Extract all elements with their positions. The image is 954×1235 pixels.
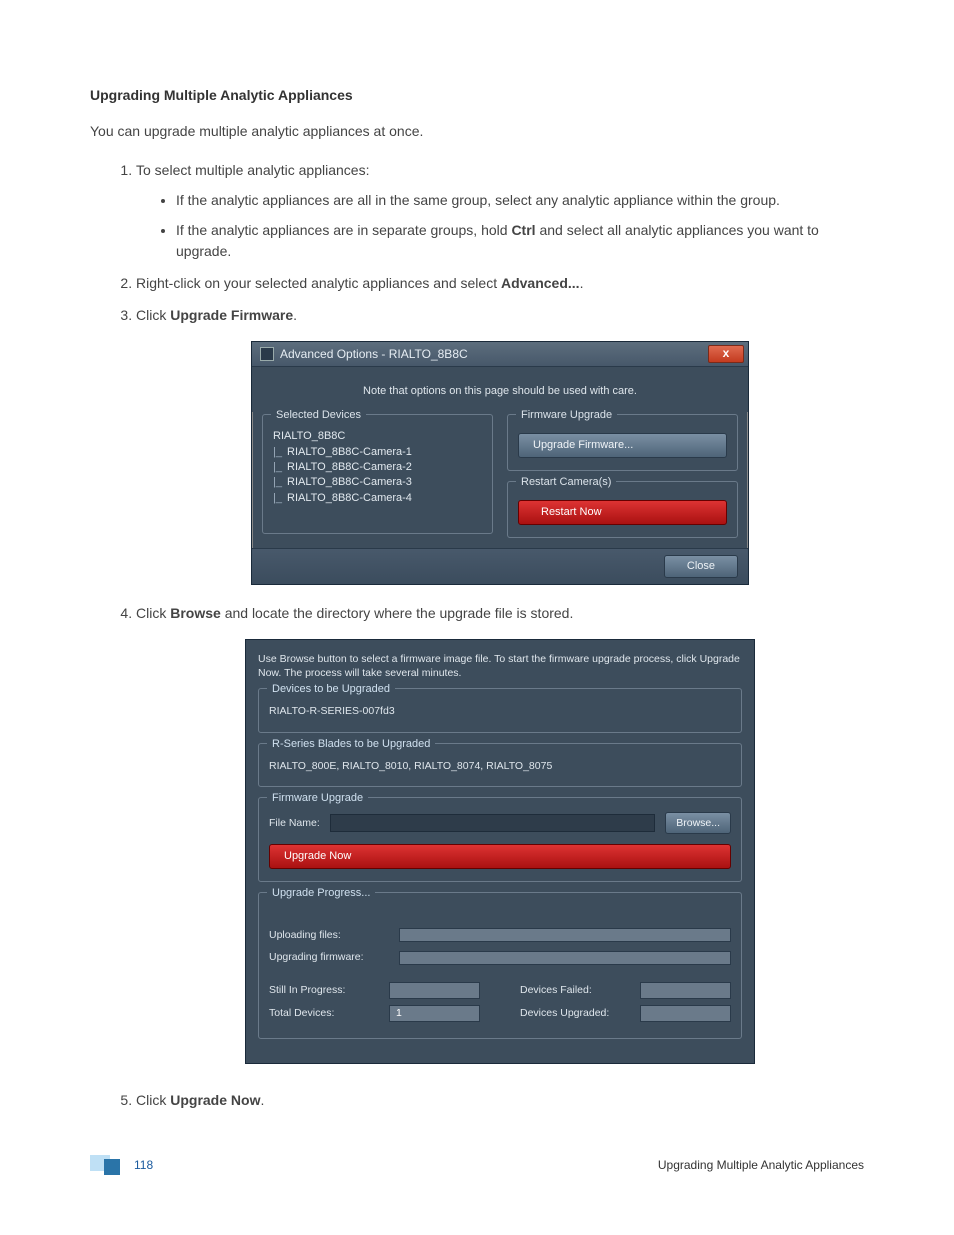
close-button[interactable]: Close	[664, 555, 738, 578]
dialog-titlebar[interactable]: Advanced Options - RIALTO_8B8C x	[252, 342, 748, 368]
browse-button[interactable]: Browse...	[665, 812, 731, 834]
device-child-1[interactable]: RIALTO_8B8C-Camera-1	[273, 445, 482, 460]
step-4-pre: Click	[136, 605, 170, 621]
section-heading: Upgrading Multiple Analytic Appliances	[90, 85, 864, 107]
intro-text: You can upgrade multiple analytic applia…	[90, 121, 864, 143]
page-footer: 118 Upgrading Multiple Analytic Applianc…	[90, 1155, 864, 1175]
upgrade-progress-label: Upgrade Progress...	[267, 885, 375, 902]
device-child-2[interactable]: RIALTO_8B8C-Camera-2	[273, 460, 482, 475]
step-4-bold: Browse	[170, 605, 221, 621]
device-parent[interactable]: RIALTO_8B8C	[273, 429, 482, 444]
uploading-files-label: Uploading files:	[269, 927, 389, 943]
selected-devices-group: Selected Devices RIALTO_8B8C RIALTO_8B8C…	[262, 414, 493, 534]
upgrade-firmware-button[interactable]: Upgrade Firmware...	[518, 433, 727, 458]
step-1b: If the analytic appliances are in separa…	[176, 220, 864, 263]
firmware-upgrade-label: Firmware Upgrade	[516, 407, 617, 424]
step-1-text: To select multiple analytic appliances:	[136, 162, 369, 178]
step-4: Click Browse and locate the directory wh…	[136, 603, 864, 1063]
selected-devices-label: Selected Devices	[271, 407, 366, 424]
file-name-input[interactable]	[330, 814, 655, 832]
step-4-post: and locate the directory where the upgra…	[221, 605, 574, 621]
footer-title: Upgrading Multiple Analytic Appliances	[658, 1156, 864, 1175]
device-child-4[interactable]: RIALTO_8B8C-Camera-4	[273, 491, 482, 506]
blades-to-upgrade-group: R-Series Blades to be Upgraded RIALTO_80…	[258, 743, 742, 787]
total-devices-label: Total Devices:	[269, 1005, 379, 1021]
devices-to-upgrade-label: Devices to be Upgraded	[267, 681, 395, 698]
devices-upgraded-label: Devices Upgraded:	[520, 1005, 630, 1021]
dialog-note: Note that options on this page should be…	[252, 367, 748, 412]
firmware-upgrade-file-label: Firmware Upgrade	[267, 790, 368, 807]
still-in-progress-value	[389, 982, 480, 999]
dialog-title: Advanced Options - RIALTO_8B8C	[280, 345, 468, 364]
step-5-post: .	[260, 1092, 264, 1108]
device-tree[interactable]: RIALTO_8B8C RIALTO_8B8C-Camera-1 RIALTO_…	[273, 429, 482, 506]
blades-to-upgrade-value: RIALTO_800E, RIALTO_8010, RIALTO_8074, R…	[269, 758, 731, 774]
step-2: Right-click on your selected analytic ap…	[136, 273, 864, 295]
advanced-options-dialog: Advanced Options - RIALTO_8B8C x Note th…	[251, 341, 749, 586]
restart-now-button[interactable]: Restart Now	[518, 500, 727, 525]
firmware-upgrade-file-group: Firmware Upgrade File Name: Browse... Up…	[258, 797, 742, 882]
step-1b-pre: If the analytic appliances are in separa…	[176, 222, 511, 238]
devices-upgraded-value	[640, 1005, 731, 1022]
step-3-bold: Upgrade Firmware	[170, 307, 293, 323]
step-list: To select multiple analytic appliances: …	[90, 160, 864, 1111]
step-3: Click Upgrade Firmware. Advanced Options…	[136, 305, 864, 585]
blades-to-upgrade-label: R-Series Blades to be Upgraded	[267, 736, 435, 753]
window-icon	[260, 347, 274, 361]
firmware-upgrade-dialog: Use Browse button to select a firmware i…	[245, 639, 755, 1064]
firmware-upgrade-group: Firmware Upgrade Upgrade Firmware...	[507, 414, 738, 471]
step-5: Click Upgrade Now.	[136, 1090, 864, 1112]
devices-failed-value	[640, 982, 731, 999]
step-5-bold: Upgrade Now	[170, 1092, 260, 1108]
step-1a: If the analytic appliances are all in th…	[176, 190, 864, 212]
still-in-progress-label: Still In Progress:	[269, 982, 379, 998]
uploading-files-bar	[399, 928, 731, 942]
restart-cameras-group: Restart Camera(s) Restart Now	[507, 481, 738, 538]
step-3-post: .	[293, 307, 297, 323]
devices-to-upgrade-value: RIALTO-R-SERIES-007fd3	[269, 703, 731, 719]
step-1b-bold: Ctrl	[511, 222, 535, 238]
step-2-pre: Right-click on your selected analytic ap…	[136, 275, 501, 291]
step-2-bold: Advanced...	[501, 275, 580, 291]
upgrade-now-button[interactable]: Upgrade Now	[269, 844, 731, 869]
dialog-footer: Close	[252, 548, 748, 584]
page-number: 118	[134, 1156, 153, 1175]
upgrade-progress-group: Upgrade Progress... Uploading files: Upg…	[258, 892, 742, 1039]
step-3-pre: Click	[136, 307, 170, 323]
devices-failed-label: Devices Failed:	[520, 982, 630, 998]
firmware-dialog-note: Use Browse button to select a firmware i…	[258, 652, 742, 680]
restart-cameras-label: Restart Camera(s)	[516, 474, 616, 491]
devices-to-upgrade-group: Devices to be Upgraded RIALTO-R-SERIES-0…	[258, 688, 742, 732]
step-2-post: .	[580, 275, 584, 291]
upgrading-firmware-label: Upgrading firmware:	[269, 949, 389, 965]
device-child-3[interactable]: RIALTO_8B8C-Camera-3	[273, 475, 482, 490]
upgrading-firmware-bar	[399, 951, 731, 965]
total-devices-value: 1	[389, 1005, 480, 1022]
step-5-pre: Click	[136, 1092, 170, 1108]
file-name-label: File Name:	[269, 815, 320, 831]
window-close-button[interactable]: x	[708, 345, 744, 363]
step-1-sublist: If the analytic appliances are all in th…	[136, 190, 864, 263]
brand-mark-icon	[90, 1155, 120, 1175]
step-1: To select multiple analytic appliances: …	[136, 160, 864, 263]
